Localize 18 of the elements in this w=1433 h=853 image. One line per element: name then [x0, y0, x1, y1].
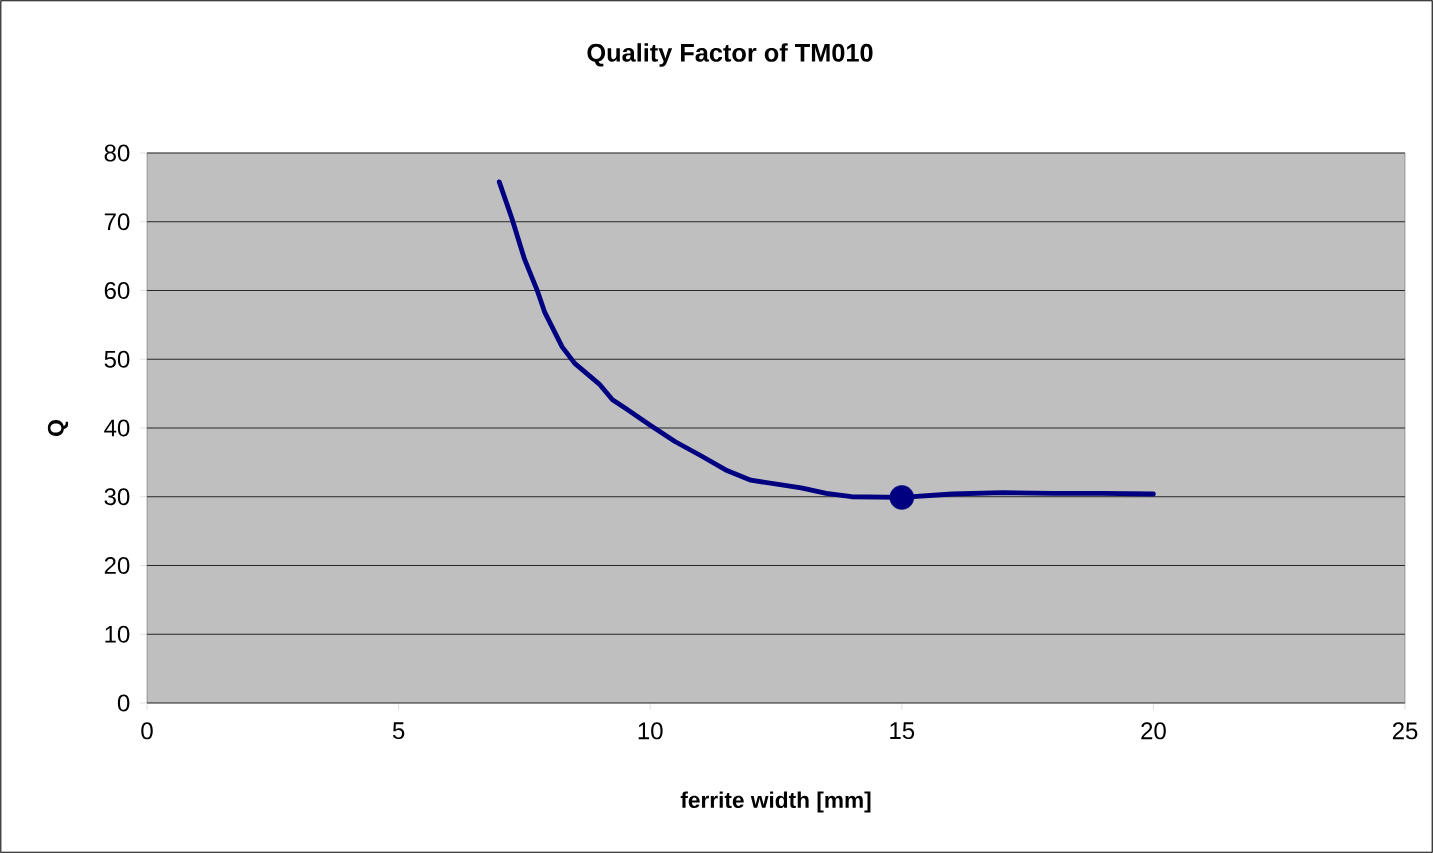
x-tick-label: 0 [141, 722, 153, 740]
y-tick-label: 30 [104, 488, 130, 506]
x-tick-label: 10 [638, 722, 663, 740]
x-tick-label: 20 [1141, 722, 1166, 740]
y-tick-label: 20 [104, 556, 130, 574]
x-tick-label: 25 [1392, 722, 1418, 740]
x-axis-title: ferrite width [mm] [680, 791, 871, 813]
y-tick-label: 10 [105, 625, 130, 643]
y-tick-label: 60 [104, 281, 130, 299]
x-tick-label: 5 [392, 722, 405, 740]
y-tick-label: 40 [104, 419, 130, 437]
y-axis-title: Q [47, 420, 69, 436]
x-tick-label: 15 [890, 722, 915, 740]
y-tick-label: 50 [104, 350, 130, 368]
y-tick-label: 0 [117, 694, 130, 712]
y-tick-label: 70 [104, 213, 130, 231]
y-tick-label: 80 [104, 144, 130, 162]
chart-title: Quality Factor of TM010 [587, 43, 873, 67]
